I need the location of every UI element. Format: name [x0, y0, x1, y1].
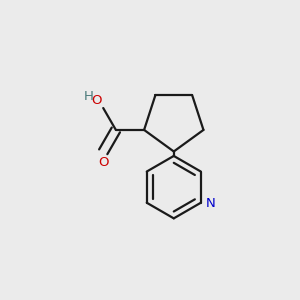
- Text: N: N: [206, 197, 216, 210]
- Text: H: H: [84, 90, 94, 103]
- Text: O: O: [98, 156, 109, 169]
- Text: O: O: [91, 94, 102, 107]
